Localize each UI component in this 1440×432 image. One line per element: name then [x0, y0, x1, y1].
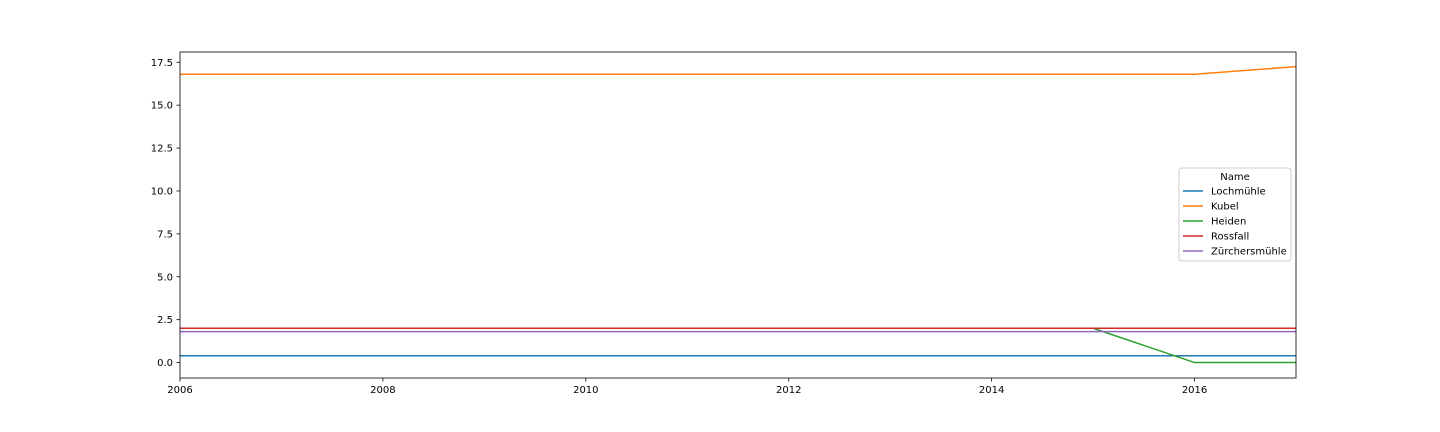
y-tick-label: 5.0 — [157, 272, 173, 283]
x-tick-label: 2006 — [167, 385, 192, 396]
x-tick-label: 2014 — [979, 385, 1004, 396]
y-tick-label: 12.5 — [151, 144, 173, 155]
legend-label: Kubel — [1211, 202, 1239, 213]
x-tick-label: 2012 — [776, 385, 801, 396]
y-tick-label: 17.5 — [151, 58, 173, 69]
y-tick-label: 0.0 — [157, 358, 173, 369]
legend-label: Lochmühle — [1211, 187, 1266, 198]
legend-label: Heiden — [1211, 217, 1246, 228]
axes: 2006 2008 2010 2012 2014 2016 0.0 2.5 5.0 7.5 10.0… — [151, 51, 1297, 396]
legend-label: Rossfall — [1211, 232, 1249, 243]
legend-title: Name — [1220, 172, 1250, 183]
series-line — [180, 65, 1297, 76]
legend-label: Zürchersmühle — [1211, 247, 1287, 258]
series-line — [180, 327, 1296, 364]
x-tick-label: 2008 — [370, 385, 395, 396]
y-tick-label: 10.0 — [151, 186, 173, 197]
legend-box — [1178, 167, 1292, 262]
legend: Name Lochmühle Kubel Heiden Rossfall Zürchers… — [1178, 167, 1292, 262]
y-tick-label: 15.0 — [151, 101, 173, 112]
plot-lines — [180, 65, 1297, 364]
y-tick-label: 7.5 — [157, 229, 173, 240]
x-tick-label: 2010 — [573, 385, 598, 396]
plot-frame — [179, 51, 1297, 379]
x-tick-label: 2016 — [1182, 385, 1207, 396]
y-tick-label: 2.5 — [157, 315, 173, 326]
